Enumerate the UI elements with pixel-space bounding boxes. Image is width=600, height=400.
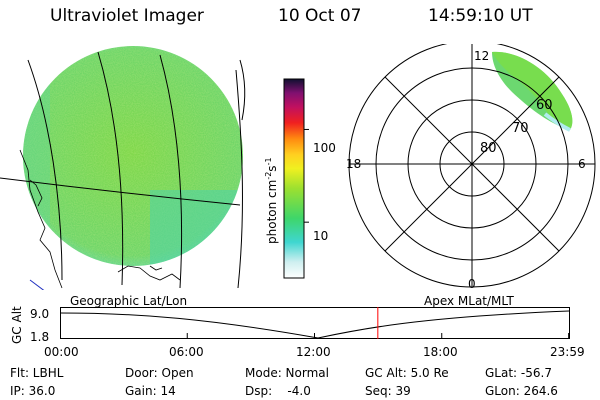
colorbar-ticks (304, 128, 309, 223)
time-label: 14:59:10 UT (428, 6, 533, 26)
mlt-label-0: 0 (468, 277, 476, 291)
info-mode: Mode: Normal (245, 366, 329, 380)
info-ip: IP: 36.0 (10, 384, 56, 398)
info-door: Door: Open (125, 366, 194, 380)
polar-plot: 12 18 6 0 60 70 80 (346, 44, 596, 291)
mlat-label-60: 60 (536, 98, 553, 113)
colorbar-gradient (283, 78, 305, 279)
info-glon: GLon: 264.6 (485, 384, 558, 398)
x-tick-label-2359: 23:59 (550, 345, 585, 359)
info-dsp: Dsp: -4.0 (245, 384, 311, 398)
info-glat: GLat: -56.7 (485, 366, 552, 380)
coastline-blue (29, 279, 45, 290)
auroral-disk-image (23, 46, 243, 266)
mlt-label-6: 6 (578, 157, 586, 171)
x-tick-label-0000: 00:00 (44, 345, 79, 359)
info-flt: Flt: LBHL (10, 366, 64, 380)
polar-aurora-image (492, 51, 573, 132)
x-tick-label-1200: 12:00 (296, 345, 331, 359)
colorbar-tick-label-100: 100 (313, 141, 336, 155)
y-tick-label-1-8: 1.8 (30, 330, 50, 344)
mlat-label-80: 80 (480, 141, 497, 156)
date-label: 10 Oct 07 (278, 6, 362, 26)
y-tick-label-9: 9.0 (30, 307, 50, 321)
colorbar (283, 78, 309, 279)
info-gain: Gain: 14 (125, 384, 176, 398)
mlt-label-18: 18 (346, 157, 361, 171)
timeline-ticks (60, 333, 570, 339)
altitude-curve (60, 310, 570, 339)
gc-alt-axis-label: GC Alt (10, 306, 24, 344)
geographic-grid (0, 51, 246, 289)
info-gc-alt: GC Alt: 5.0 Re (365, 366, 449, 380)
colorbar-tick-label-10: 10 (313, 229, 329, 243)
polar-grid (348, 44, 596, 288)
altitude-timeline (60, 307, 570, 339)
mlat-label-70: 70 (512, 121, 529, 136)
x-tick-label-0600: 06:00 (169, 345, 204, 359)
apex-label: Apex MLat/MLT (424, 294, 514, 308)
mlt-label-12: 12 (474, 49, 489, 63)
coastline (19, 149, 181, 289)
x-tick-label-1800: 18:00 (423, 345, 458, 359)
geographic-image-panel (0, 46, 246, 290)
geographic-label: Geographic Lat/Lon (70, 294, 188, 308)
info-seq: Seq: 39 (365, 384, 411, 398)
colorbar-unit-label: photon cm-2s-1 (264, 157, 279, 244)
instrument-title: Ultraviolet Imager (50, 6, 204, 26)
